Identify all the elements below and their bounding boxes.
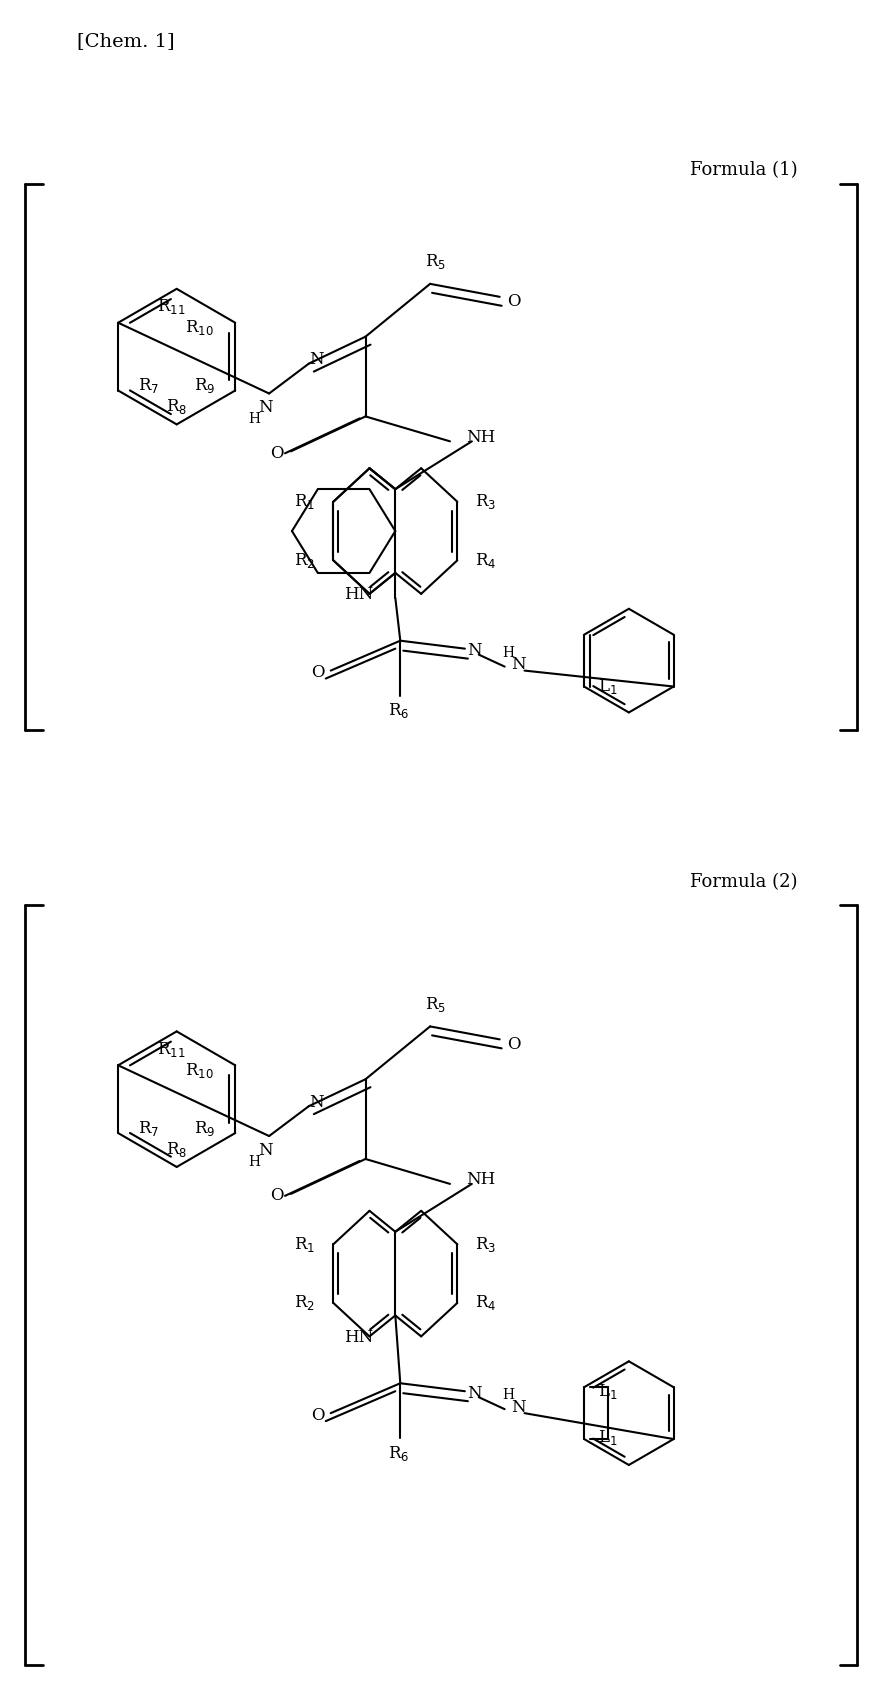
Text: N: N <box>511 1399 526 1416</box>
Text: O: O <box>311 664 324 681</box>
Text: NH: NH <box>466 1172 495 1189</box>
Text: [Chem. 1]: [Chem. 1] <box>78 32 175 49</box>
Text: O: O <box>507 294 521 311</box>
Text: N: N <box>310 351 324 368</box>
Text: L$_1$: L$_1$ <box>598 1382 618 1401</box>
Text: H: H <box>248 413 260 426</box>
Text: R$_7$: R$_7$ <box>138 375 159 396</box>
Text: R$_{11}$: R$_{11}$ <box>157 1039 186 1060</box>
Text: R$_4$: R$_4$ <box>475 1294 497 1313</box>
Text: R$_7$: R$_7$ <box>138 1119 159 1138</box>
Text: H: H <box>248 1155 260 1168</box>
Text: N: N <box>258 1141 272 1158</box>
Text: H: H <box>503 1389 514 1403</box>
Text: R$_5$: R$_5$ <box>424 995 446 1014</box>
Text: N: N <box>258 399 272 416</box>
Text: R$_6$: R$_6$ <box>388 701 409 720</box>
Text: L$_1$: L$_1$ <box>598 678 618 696</box>
Text: N: N <box>468 1384 482 1403</box>
Text: R$_8$: R$_8$ <box>166 1139 188 1158</box>
Text: R$_9$: R$_9$ <box>194 375 215 396</box>
Text: R$_4$: R$_4$ <box>475 550 497 571</box>
Text: O: O <box>311 1406 324 1423</box>
Text: N: N <box>310 1094 324 1110</box>
Text: R$_2$: R$_2$ <box>295 1294 315 1313</box>
Text: R$_2$: R$_2$ <box>295 550 315 571</box>
Text: L$_1$: L$_1$ <box>598 1428 618 1447</box>
Text: HN: HN <box>344 586 373 603</box>
Text: R$_1$: R$_1$ <box>295 492 315 511</box>
Text: R$_3$: R$_3$ <box>475 492 497 511</box>
Text: N: N <box>511 655 526 672</box>
Text: HN: HN <box>344 1330 373 1347</box>
Text: R$_{10}$: R$_{10}$ <box>185 318 213 338</box>
Text: R$_{11}$: R$_{11}$ <box>157 297 186 316</box>
Text: R$_1$: R$_1$ <box>295 1234 315 1253</box>
Text: O: O <box>507 1036 521 1053</box>
Text: R$_8$: R$_8$ <box>166 397 188 416</box>
Text: R$_6$: R$_6$ <box>388 1443 409 1462</box>
Text: Formula (2): Formula (2) <box>690 873 797 891</box>
Text: O: O <box>271 1187 284 1204</box>
Text: R$_9$: R$_9$ <box>194 1119 215 1138</box>
Text: O: O <box>271 445 284 462</box>
Text: R$_{10}$: R$_{10}$ <box>185 1061 213 1080</box>
Text: R$_5$: R$_5$ <box>424 253 446 272</box>
Text: N: N <box>468 642 482 659</box>
Text: H: H <box>503 645 514 659</box>
Text: R$_3$: R$_3$ <box>475 1234 497 1253</box>
Text: Formula (1): Formula (1) <box>690 161 797 180</box>
Text: NH: NH <box>466 430 495 447</box>
